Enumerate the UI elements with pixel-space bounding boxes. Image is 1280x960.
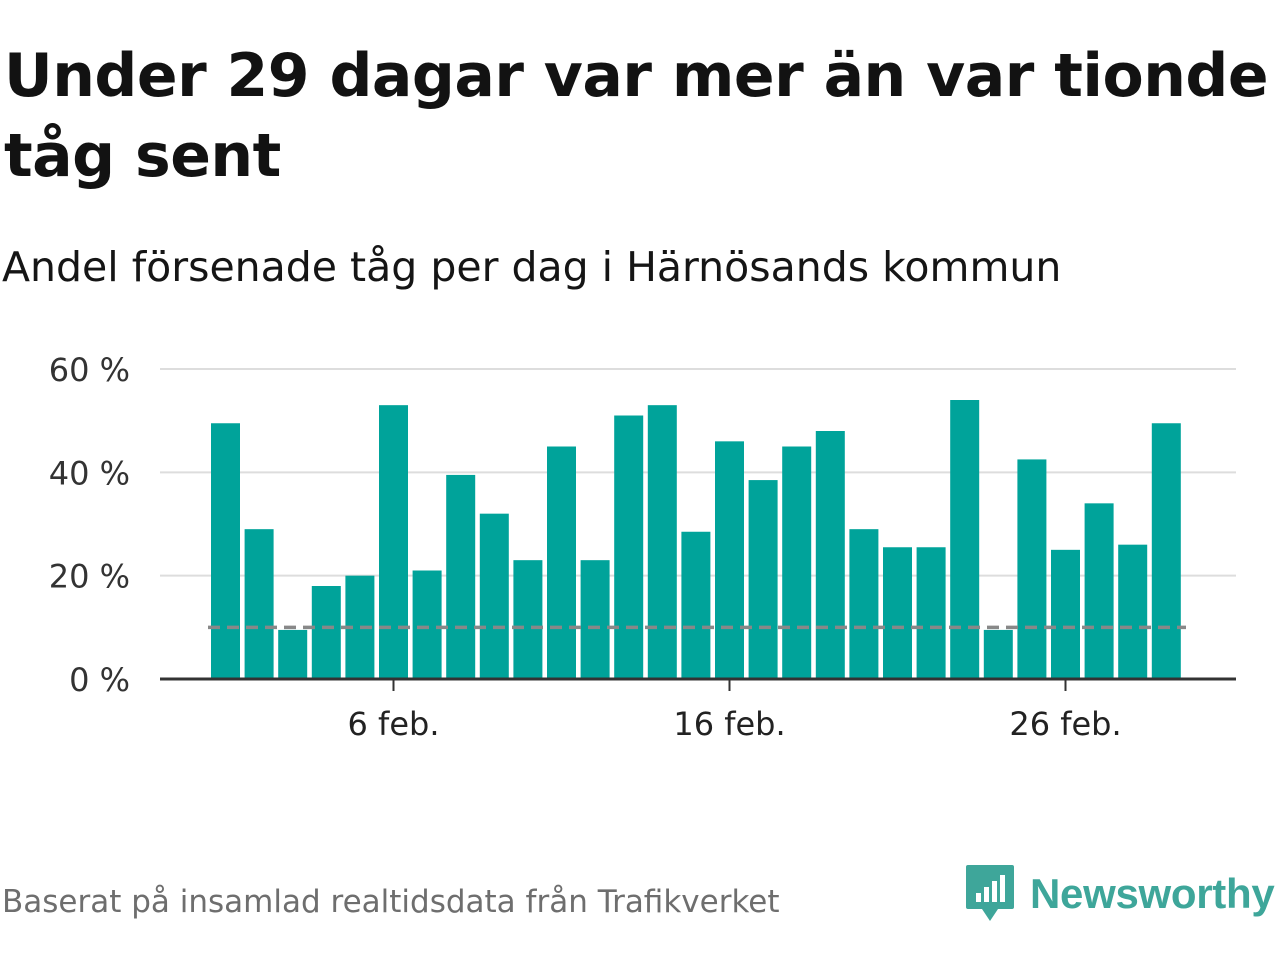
- bar: [1084, 503, 1114, 679]
- x-tick-label: 26 feb.: [1009, 705, 1121, 743]
- bar: [681, 531, 711, 679]
- bar-chart: 0 % 20 % 40 % 60 % 6 feb. 16 feb. 26 feb.: [49, 351, 1236, 743]
- bar: [916, 547, 946, 679]
- bar: [1017, 459, 1047, 679]
- bar: [547, 446, 576, 679]
- bar: [1151, 423, 1181, 679]
- bar: [1118, 544, 1148, 679]
- source-note: Baserat på insamlad realtidsdata från Tr…: [2, 884, 780, 920]
- bar: [211, 423, 240, 679]
- brand-name: Newsworthy: [1030, 870, 1275, 917]
- x-tick-label: 16 feb.: [673, 705, 785, 743]
- bar: [782, 446, 812, 679]
- bar: [513, 560, 543, 679]
- chart-subtitle: Andel försenade tåg per dag i Härnösands…: [2, 243, 1062, 291]
- brand-logo: Newsworthy: [964, 862, 1275, 926]
- bar: [278, 629, 308, 679]
- bar: [849, 529, 879, 679]
- bar: [412, 570, 442, 679]
- y-tick-label: 20 %: [49, 558, 130, 596]
- bar: [446, 474, 476, 679]
- bar: [479, 513, 509, 679]
- bar: [379, 405, 408, 679]
- bar: [1051, 549, 1080, 679]
- bar: [715, 441, 744, 679]
- y-tick-label: 0 %: [69, 661, 130, 699]
- bar: [950, 400, 980, 679]
- bar: [614, 415, 644, 679]
- bar: [748, 480, 778, 679]
- y-tick-label: 40 %: [49, 454, 130, 492]
- bar: [647, 405, 677, 679]
- bar: [244, 529, 274, 679]
- bar: [883, 547, 912, 679]
- y-tick-label: 60 %: [49, 351, 130, 389]
- bar: [311, 586, 341, 679]
- bar: [983, 629, 1013, 679]
- bar: [580, 560, 610, 679]
- x-tick-label: 6 feb.: [348, 705, 440, 743]
- newsworthy-logo-icon: [966, 865, 1014, 921]
- bar: [815, 431, 845, 679]
- chart-title: Under 29 dagar var mer än var tionde tåg…: [4, 41, 1269, 191]
